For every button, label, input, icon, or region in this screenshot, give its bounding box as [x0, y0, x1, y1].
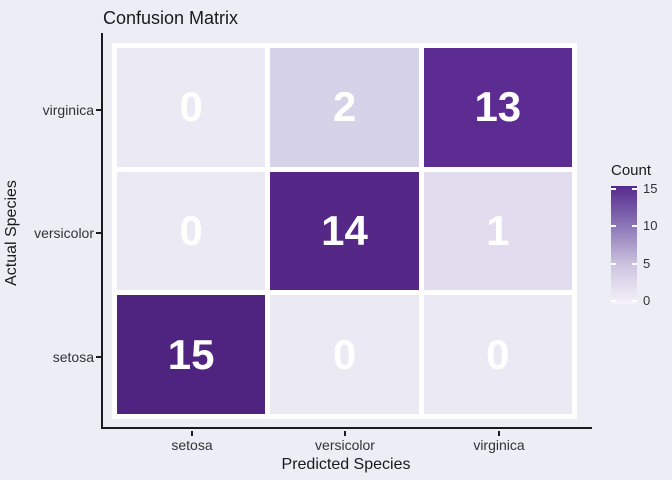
legend-notch — [611, 188, 616, 190]
y-tick-label-setosa: setosa — [52, 349, 94, 365]
x-tick-label-versicolor: versicolor — [315, 437, 375, 453]
cell-setosa-virginica: 0 — [423, 295, 572, 414]
legend-notch — [632, 188, 637, 190]
legend-notch — [611, 263, 616, 265]
legend-notch — [611, 225, 616, 227]
y-tick-label-versicolor: versicolor — [34, 225, 94, 241]
legend-tick-label-10: 10 — [643, 218, 658, 233]
legend-tick-label-15: 15 — [643, 181, 658, 196]
y-tick-label-virginica: virginica — [42, 102, 94, 118]
chart-title: Confusion Matrix — [103, 8, 239, 28]
legend-notch — [632, 263, 637, 265]
y-tick-mark — [96, 232, 101, 234]
y-tick-mark — [96, 109, 101, 111]
legend-tick-label-5: 5 — [643, 256, 651, 271]
cell-virginica-versicolor: 2 — [270, 48, 419, 167]
x-axis-title: Predicted Species — [281, 456, 411, 473]
heatmap-tiles: 0 2 13 0 14 1 15 0 0 — [112, 43, 577, 419]
legend-notch — [632, 300, 637, 302]
legend-notch — [632, 225, 637, 227]
x-tick-mark — [191, 431, 193, 436]
cell-setosa-versicolor: 0 — [270, 295, 419, 414]
cell-setosa-setosa: 15 — [117, 295, 266, 414]
cell-versicolor-versicolor: 14 — [270, 171, 419, 291]
legend-gradient-bar — [611, 186, 637, 304]
legend-tick-label-0: 0 — [643, 293, 651, 308]
legend-notch — [611, 300, 616, 302]
cell-versicolor-setosa: 0 — [117, 171, 266, 291]
y-tick-mark — [96, 356, 101, 358]
cell-virginica-setosa: 0 — [117, 48, 266, 167]
y-axis-title: Actual Species — [3, 180, 20, 286]
legend-title: Count — [611, 162, 652, 179]
plot-panel — [101, 33, 592, 429]
x-tick-label-virginica: virginica — [473, 437, 525, 453]
x-tick-mark — [498, 431, 500, 436]
x-tick-mark — [344, 431, 346, 436]
x-tick-label-setosa: setosa — [171, 437, 213, 453]
cell-virginica-virginica: 13 — [423, 48, 572, 167]
cell-versicolor-virginica: 1 — [423, 171, 572, 291]
